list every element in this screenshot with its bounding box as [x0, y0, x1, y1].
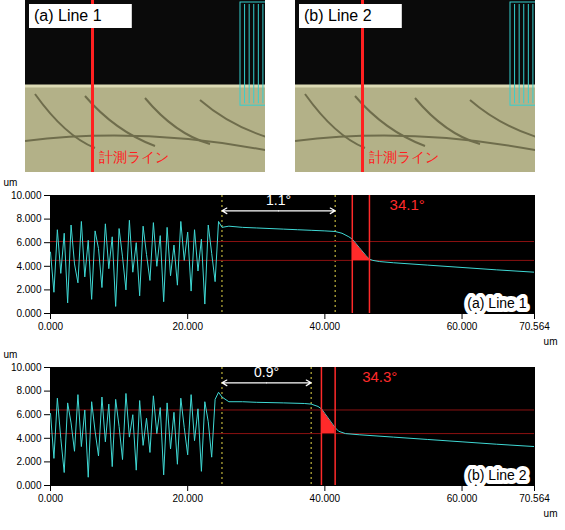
svg-text:um: um	[544, 336, 558, 347]
svg-text:0.000: 0.000	[16, 308, 41, 319]
svg-text:34.3°: 34.3°	[362, 368, 397, 385]
svg-text:8.000: 8.000	[16, 385, 41, 396]
svg-text:8.000: 8.000	[16, 213, 41, 224]
svg-text:60.000: 60.000	[447, 321, 478, 332]
svg-text:4.000: 4.000	[16, 261, 41, 272]
svg-text:(a) Line 1: (a) Line 1	[467, 295, 526, 311]
svg-text:um: um	[4, 349, 18, 360]
svg-text:10.000: 10.000	[11, 190, 42, 201]
svg-text:0.000: 0.000	[38, 493, 63, 504]
svg-text:6.000: 6.000	[16, 237, 41, 248]
svg-text:40.000: 40.000	[310, 493, 341, 504]
svg-text:0.000: 0.000	[16, 480, 41, 491]
svg-text:0.000: 0.000	[38, 321, 63, 332]
svg-text:70.564: 70.564	[519, 493, 550, 504]
svg-text:10.000: 10.000	[11, 362, 42, 373]
svg-text:(b) Line 2: (b) Line 2	[304, 7, 372, 24]
svg-text:2.000: 2.000	[16, 284, 41, 295]
svg-text:計測ライン: 計測ライン	[369, 149, 439, 165]
svg-text:4.000: 4.000	[16, 433, 41, 444]
svg-text:70.564: 70.564	[519, 321, 550, 332]
svg-text:(b) Line 2: (b) Line 2	[467, 467, 526, 483]
svg-text:um: um	[544, 508, 558, 519]
svg-text:2.000: 2.000	[16, 456, 41, 467]
svg-text:6.000: 6.000	[16, 409, 41, 420]
svg-text:1.1°: 1.1°	[266, 192, 291, 208]
svg-text:60.000: 60.000	[447, 493, 478, 504]
svg-text:(a) Line 1: (a) Line 1	[34, 7, 102, 24]
svg-text:20.000: 20.000	[172, 321, 203, 332]
svg-text:34.1°: 34.1°	[390, 196, 425, 213]
svg-text:40.000: 40.000	[310, 321, 341, 332]
svg-text:計測ライン: 計測ライン	[99, 149, 169, 165]
svg-text:20.000: 20.000	[172, 493, 203, 504]
svg-text:um: um	[4, 177, 18, 188]
svg-text:0.9°: 0.9°	[254, 364, 279, 380]
